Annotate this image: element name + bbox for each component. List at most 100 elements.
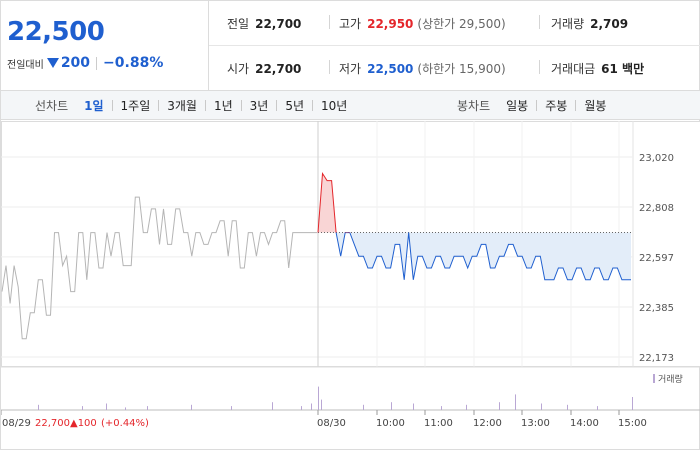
- volume-bar: [466, 405, 467, 410]
- x-tick-label: 14:00: [570, 418, 599, 429]
- volume-bar: [567, 405, 568, 410]
- prev-close-label: 전일: [227, 17, 249, 31]
- divider: [329, 60, 330, 74]
- y-tick-label: 22,597: [639, 253, 674, 264]
- volume-bar: [541, 404, 542, 411]
- divider: [205, 100, 206, 111]
- candle-chart-title: 봉차트: [457, 97, 490, 114]
- divider: [96, 57, 97, 70]
- y-tick-label: 22,385: [639, 303, 674, 314]
- open-cell: 시가 22,700: [227, 60, 301, 77]
- y-tick-label: 23,020: [639, 153, 674, 164]
- tab-candle-0[interactable]: 일봉: [502, 97, 532, 114]
- high-value: 22,950: [367, 17, 413, 31]
- low-cell: 저가 22,500 (하한가 15,900): [339, 60, 506, 77]
- volume-cell: 거래량 2,709: [551, 15, 628, 32]
- volume-legend-label: 거래량: [658, 373, 683, 385]
- divider: [329, 15, 330, 29]
- volume-bar: [125, 407, 126, 410]
- down-triangle-icon: [47, 58, 59, 68]
- prev-day-summary-price: 22,700: [35, 418, 70, 429]
- tab-line-range-5[interactable]: 5년: [281, 97, 308, 114]
- low-label: 저가: [339, 62, 361, 76]
- tab-line-range-0[interactable]: 1일: [80, 97, 107, 114]
- divider: [276, 100, 277, 111]
- volume-bar: [231, 406, 232, 410]
- quote-info-grid: 전일 22,700 고가 22,950 (상한가 29,500) 거래량 2,709 시…: [209, 1, 700, 91]
- volume-bar: [301, 406, 302, 410]
- y-tick-label: 22,173: [639, 353, 674, 364]
- tab-line-range-4[interactable]: 3년: [246, 97, 273, 114]
- upper-limit: (상한가 29,500): [417, 17, 505, 31]
- tab-line-range-3[interactable]: 1년: [210, 97, 237, 114]
- volume-label: 거래량: [551, 17, 584, 31]
- volume-legend-swatch: [653, 374, 655, 383]
- lower-limit: (하한가 15,900): [417, 62, 505, 76]
- intraday-chart: 23,020 22,808 22,597 22,385 22,173 거래량 08/29 08…: [1, 121, 700, 451]
- x-tick-label: 08/30: [317, 418, 346, 429]
- change-amount: 200: [61, 55, 90, 71]
- volume-bar: [391, 402, 392, 410]
- change-label: 전일대비: [7, 56, 44, 71]
- x-tick-label: 11:00: [424, 418, 453, 429]
- volume-bar: [106, 404, 107, 411]
- volume-bar: [499, 402, 500, 410]
- volume-bar: [272, 402, 273, 410]
- volume-bar: [363, 405, 364, 410]
- x-tick-label: 10:00: [376, 418, 405, 429]
- quote-row-1: 전일 22,700 고가 22,950 (상한가 29,500) 거래량 2,709: [209, 1, 700, 46]
- price-box: 22,500 전일대비 200 −0.88%: [1, 1, 209, 91]
- prev-day-summary-change: ▲100: [70, 418, 97, 429]
- tab-line-range-6[interactable]: 10년: [317, 97, 351, 114]
- volume-bar: [147, 406, 148, 410]
- amount-cell: 거래대금 61 백만: [551, 60, 644, 77]
- prev-close-value: 22,700: [255, 17, 301, 31]
- x-tick-label: 15:00: [618, 418, 647, 429]
- x-tick-label: 12:00: [473, 418, 502, 429]
- current-price: 22,500: [7, 17, 104, 47]
- volume-bar: [441, 406, 442, 410]
- divider: [241, 100, 242, 111]
- volume-bar: [191, 405, 192, 410]
- volume-bar: [632, 397, 633, 410]
- volume-bar: [311, 404, 312, 411]
- tab-candle-2[interactable]: 월봉: [580, 97, 610, 114]
- high-label: 고가: [339, 17, 361, 31]
- volume-value: 2,709: [590, 17, 628, 31]
- divider: [158, 100, 159, 111]
- divider: [112, 100, 113, 111]
- change-rate: −0.88%: [103, 55, 163, 71]
- tab-line-range-1[interactable]: 1주일: [117, 97, 155, 114]
- y-tick-label: 22,808: [639, 203, 674, 214]
- prev-close-cell: 전일 22,700: [227, 15, 301, 32]
- divider: [575, 100, 576, 111]
- volume-bar: [321, 400, 322, 410]
- tab-line-range-2[interactable]: 3개월: [163, 97, 201, 114]
- x-tick-label: 08/29: [2, 418, 31, 429]
- low-value: 22,500: [367, 62, 413, 76]
- volume-bar: [597, 406, 598, 410]
- volume-bar: [413, 404, 414, 411]
- volume-bar: [38, 405, 39, 410]
- volume-bar: [515, 394, 516, 410]
- open-label: 시가: [227, 62, 249, 76]
- divider: [539, 15, 540, 29]
- prev-day-summary-rate: (+0.44%): [101, 418, 149, 429]
- divider: [312, 100, 313, 111]
- chart-svg: 23,020 22,808 22,597 22,385 22,173 거래량 08/29 08…: [1, 121, 700, 451]
- quote-row-2: 시가 22,700 저가 22,500 (하한가 15,900) 거래대금 61 백만: [209, 46, 700, 91]
- candle-chart-tabs: 봉차트 일봉 주봉 월봉: [457, 97, 610, 114]
- volume-bar: [82, 406, 83, 410]
- change-row: 전일대비 200 −0.88%: [7, 55, 163, 71]
- amount-value: 61 백만: [601, 62, 644, 76]
- volume-bar: [318, 387, 319, 410]
- high-cell: 고가 22,950 (상한가 29,500): [339, 15, 506, 32]
- tab-candle-1[interactable]: 주봉: [541, 97, 571, 114]
- divider: [536, 100, 537, 111]
- x-tick-label: 13:00: [521, 418, 550, 429]
- amount-label: 거래대금: [551, 62, 595, 76]
- open-value: 22,700: [255, 62, 301, 76]
